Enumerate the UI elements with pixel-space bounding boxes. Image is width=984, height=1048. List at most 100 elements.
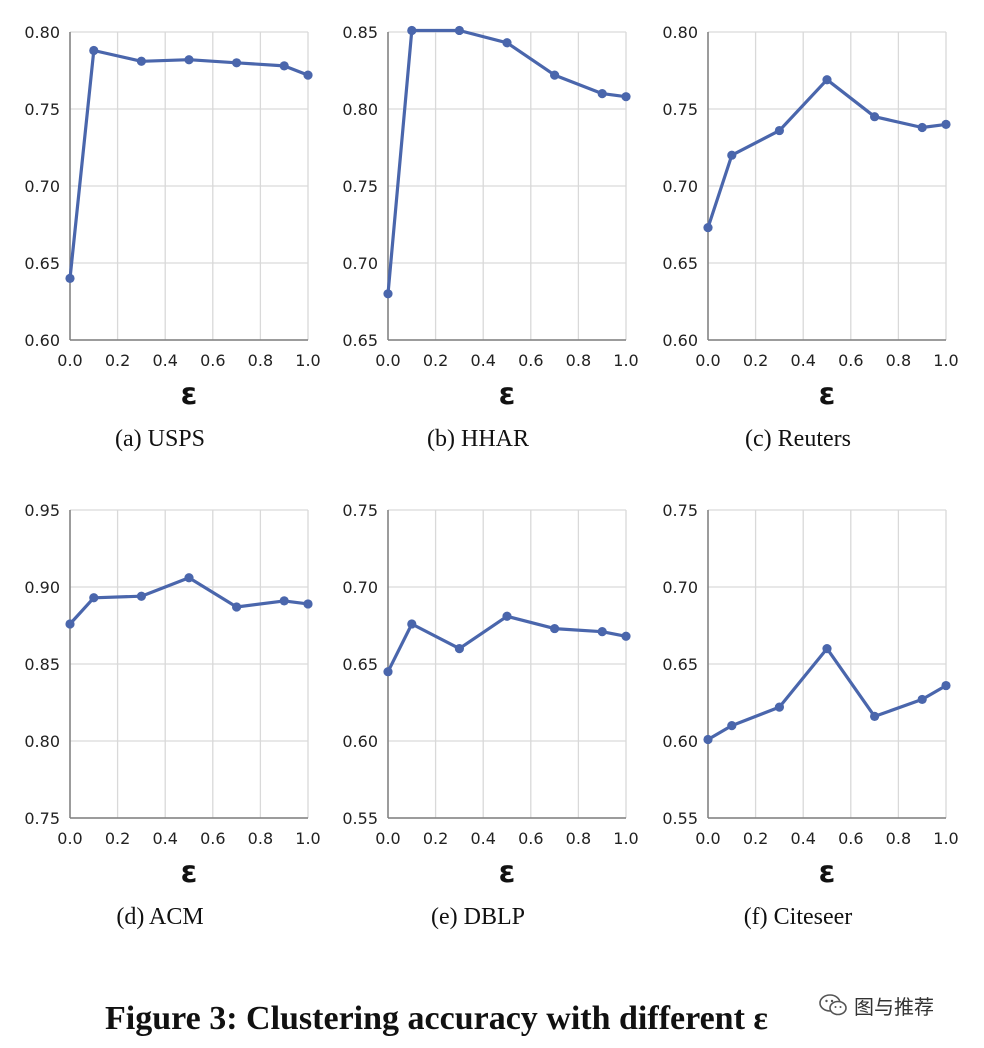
data-point xyxy=(727,150,737,160)
chart-citeseer: 0.55 0.60 0.65 0.70 0.75 0.0 0.2 0.4 0.6 0.8 1.0 ε xyxy=(662,501,958,890)
series-line xyxy=(706,78,947,229)
y-tick-label: 0.55 xyxy=(342,809,378,828)
data-point xyxy=(383,289,393,299)
y-tick-label: 0.70 xyxy=(662,578,698,597)
x-tick-label: 0.8 xyxy=(886,351,911,370)
y-tick-label: 0.60 xyxy=(662,732,698,751)
x-axis-label: ε xyxy=(499,377,516,412)
data-point xyxy=(454,644,464,654)
figure-title: Figure 3: Clustering accuracy with diffe… xyxy=(105,1000,768,1037)
series-line xyxy=(707,647,947,741)
x-tick-label: 0.6 xyxy=(518,351,543,370)
data-point xyxy=(621,631,631,641)
y-tick-label: 0.75 xyxy=(24,100,60,119)
x-axis-label: ε xyxy=(499,855,516,890)
x-tick-label: 0.8 xyxy=(886,829,911,848)
y-tick-label: 0.90 xyxy=(24,578,60,597)
data-point xyxy=(597,627,607,637)
data-point xyxy=(621,92,631,102)
series-line xyxy=(386,28,627,294)
x-tick-label: 0.6 xyxy=(838,351,863,370)
x-tick-label: 1.0 xyxy=(933,829,958,848)
data-point xyxy=(136,56,146,66)
y-tick-label: 0.70 xyxy=(662,177,698,196)
data-point xyxy=(870,711,880,721)
data-point xyxy=(703,734,713,745)
chart-caption: (f) Citeseer xyxy=(743,904,853,930)
x-tick-label: 0.4 xyxy=(470,829,495,848)
chart-acm: 0.75 0.80 0.85 0.90 0.95 0.0 0.2 0.4 0.6 0.8 1.0 ε xyxy=(24,501,320,890)
watermark-text: 图与推荐 xyxy=(854,994,934,1019)
x-tick-label: 0.8 xyxy=(248,829,273,848)
chart-panel-dblp: 0.55 0.60 0.65 0.70 0.75 0.0 0.2 0.4 0.6 0.8 1.0 ε … xyxy=(318,488,638,948)
x-tick-label: 0.2 xyxy=(743,829,768,848)
watermark: 图与推荐 xyxy=(818,988,934,1022)
chart-panel-usps: 0.60 0.65 0.70 0.75 0.80 0.0 0.2 0.4 0.6 0.8 1.0 ε … xyxy=(0,10,320,470)
data-point xyxy=(502,38,512,48)
x-tick-label: 0.4 xyxy=(790,829,815,848)
x-tick-label: 0.2 xyxy=(105,829,130,848)
x-tick-label: 0.4 xyxy=(152,351,177,370)
data-point xyxy=(232,602,242,612)
data-point xyxy=(279,61,289,71)
x-axis-label: ε xyxy=(819,377,836,412)
x-tick-label: 0.2 xyxy=(743,351,768,370)
data-point xyxy=(822,75,832,85)
x-tick-label: 0.0 xyxy=(695,829,720,848)
chart-panel-citeseer: 0.55 0.60 0.65 0.70 0.75 0.0 0.2 0.4 0.6 0.8 1.0 ε … xyxy=(638,488,958,948)
data-point xyxy=(774,702,784,712)
data-point xyxy=(65,619,75,629)
wechat-icon xyxy=(819,994,847,1016)
data-point xyxy=(303,70,313,80)
data-point xyxy=(870,112,880,122)
y-tick-label: 0.75 xyxy=(24,809,60,828)
chart-caption: (e) DBLP xyxy=(431,904,525,930)
y-tick-label: 0.80 xyxy=(662,23,698,42)
chart-caption: (a) USPS xyxy=(114,426,205,452)
data-point xyxy=(184,55,194,65)
y-tick-label: 0.70 xyxy=(24,177,60,196)
x-tick-label: 0.2 xyxy=(423,351,448,370)
x-tick-label: 0.4 xyxy=(790,351,815,370)
y-tick-label: 0.60 xyxy=(662,331,698,350)
y-tick-label: 0.85 xyxy=(342,23,378,42)
chart-usps: 0.60 0.65 0.70 0.75 0.80 0.0 0.2 0.4 0.6 0.8 1.0 ε xyxy=(24,23,320,412)
y-tick-label: 0.70 xyxy=(342,254,378,273)
data-point xyxy=(89,45,99,56)
x-tick-label: 0.0 xyxy=(57,351,82,370)
data-point xyxy=(65,273,75,283)
y-tick-label: 0.65 xyxy=(342,331,378,350)
x-tick-label: 0.8 xyxy=(566,351,591,370)
x-tick-label: 0.2 xyxy=(423,829,448,848)
data-point xyxy=(184,573,194,583)
y-tick-label: 0.85 xyxy=(24,655,60,674)
data-point xyxy=(597,89,607,99)
data-point xyxy=(550,623,560,634)
y-tick-label: 0.65 xyxy=(662,655,698,674)
y-tick-label: 0.75 xyxy=(662,100,698,119)
y-tick-label: 0.80 xyxy=(24,732,60,751)
x-tick-label: 1.0 xyxy=(295,829,320,848)
data-point xyxy=(303,599,313,609)
chart-caption: (d) ACM xyxy=(116,904,204,930)
x-tick-label: 0.6 xyxy=(518,829,543,848)
y-tick-label: 0.60 xyxy=(342,732,378,751)
data-point xyxy=(917,122,927,133)
series-line xyxy=(68,48,309,279)
x-tick-label: 0.8 xyxy=(248,351,273,370)
data-point xyxy=(941,119,951,129)
y-tick-label: 0.95 xyxy=(24,501,60,520)
x-tick-label: 0.4 xyxy=(470,351,495,370)
x-tick-label: 0.6 xyxy=(200,829,225,848)
chart-reuters: 0.60 0.65 0.70 0.75 0.80 0.0 0.2 0.4 0.6 0.8 1.0 ε xyxy=(662,23,958,412)
y-tick-label: 0.70 xyxy=(342,578,378,597)
data-point xyxy=(136,591,146,601)
chart-hhar: 0.65 0.70 0.75 0.80 0.85 0.0 0.2 0.4 0.6 0.8 1.0 ε xyxy=(342,23,638,412)
data-point xyxy=(941,680,951,691)
chart-dblp: 0.55 0.60 0.65 0.70 0.75 0.0 0.2 0.4 0.6 0.8 1.0 ε xyxy=(342,501,638,890)
x-tick-label: 1.0 xyxy=(613,829,638,848)
x-axis-label: ε xyxy=(181,855,198,890)
x-tick-label: 0.0 xyxy=(57,829,82,848)
chart-caption: (b) HHAR xyxy=(427,426,529,452)
data-point xyxy=(822,644,832,654)
